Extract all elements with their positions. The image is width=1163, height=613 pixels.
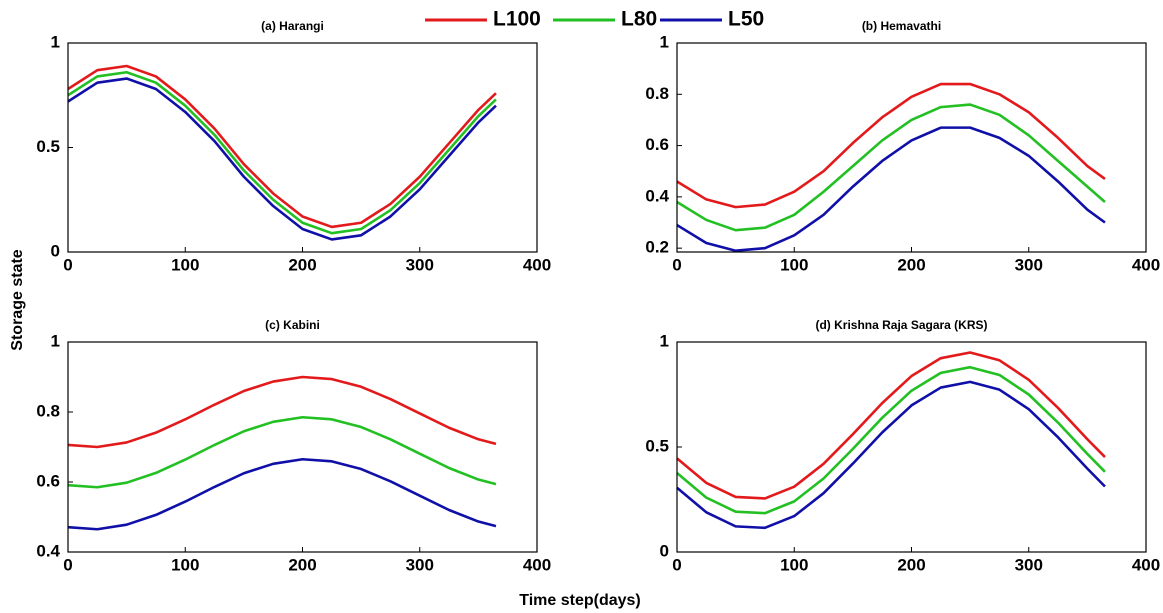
series-line — [676, 380, 1106, 530]
y-tick-label: 0.8 — [645, 84, 669, 103]
y-tick-label: 0.8 — [36, 401, 60, 420]
x-tick-label: 300 — [1015, 555, 1043, 574]
x-tick-label: 300 — [1015, 255, 1043, 274]
legend-label: L100 — [493, 8, 541, 31]
x-tick-label: 0 — [672, 555, 681, 574]
x-axis-label: Time step(days) — [519, 592, 641, 609]
y-tick-label: 0.5 — [36, 137, 60, 156]
series-line — [67, 77, 497, 241]
x-tick-label: 0 — [672, 255, 681, 274]
x-tick-label: 100 — [780, 555, 808, 574]
y-tick-label: 0.4 — [645, 186, 669, 205]
axes-frame — [676, 42, 1147, 253]
x-tick-label: 400 — [523, 555, 551, 574]
series-line — [676, 365, 1106, 515]
series-line — [676, 351, 1106, 500]
legend-label: L80 — [621, 8, 657, 31]
axes-frame — [67, 341, 538, 553]
x-tick-label: 400 — [1132, 555, 1160, 574]
y-tick-label: 1 — [51, 32, 60, 51]
y-tick-label: 0.6 — [36, 471, 60, 490]
series-line — [676, 103, 1106, 232]
y-tick-label: 1 — [660, 331, 669, 350]
x-tick-label: 100 — [780, 255, 808, 274]
panel-title: (a) Harangi — [261, 19, 324, 33]
x-tick-label: 200 — [288, 255, 316, 274]
x-tick-label: 100 — [171, 555, 199, 574]
series-line — [67, 64, 497, 229]
axes-frame — [67, 42, 538, 253]
y-tick-label: 0 — [51, 241, 60, 260]
series-line — [67, 415, 497, 489]
x-tick-label: 0 — [63, 555, 72, 574]
y-tick-label: 0.5 — [645, 436, 669, 455]
x-tick-label: 200 — [897, 555, 925, 574]
x-tick-label: 300 — [406, 255, 434, 274]
x-tick-label: 100 — [171, 255, 199, 274]
y-tick-label: 0 — [660, 541, 669, 560]
y-tick-label: 1 — [51, 331, 60, 350]
series-line — [676, 82, 1106, 209]
x-tick-label: 400 — [1132, 255, 1160, 274]
series-line — [67, 70, 497, 235]
panel-title: (b) Hemavathi — [862, 19, 941, 33]
y-tick-label: 0.6 — [645, 135, 669, 154]
x-tick-label: 400 — [523, 255, 551, 274]
axes-frame — [676, 341, 1147, 553]
y-tick-label: 0.2 — [645, 238, 669, 257]
x-tick-label: 200 — [288, 555, 316, 574]
legend-label: L50 — [728, 8, 764, 31]
series-line — [67, 375, 497, 449]
y-tick-label: 1 — [660, 32, 669, 51]
panel-title: (d) Krishna Raja Sagara (KRS) — [815, 318, 987, 332]
series-line — [676, 126, 1106, 253]
y-axis-label: Storage state — [9, 249, 26, 350]
x-tick-label: 200 — [897, 255, 925, 274]
x-tick-label: 0 — [63, 255, 72, 274]
x-tick-label: 300 — [406, 555, 434, 574]
y-tick-label: 0.4 — [36, 541, 60, 560]
series-line — [67, 457, 497, 531]
panel-title: (c) Kabini — [265, 318, 320, 332]
